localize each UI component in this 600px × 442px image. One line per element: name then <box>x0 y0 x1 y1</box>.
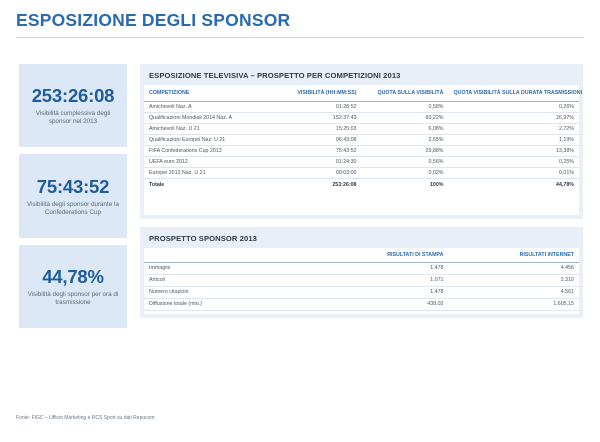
sponsor-table-wrap: RISULTATI DI STAMPA RISULTATI INTERNET I… <box>144 248 579 314</box>
title-divider <box>16 37 584 38</box>
table-cell: 4.456 <box>448 262 579 275</box>
table-cell: 1.605,15 <box>448 298 579 311</box>
column-header: RISULTATI DI STAMPA <box>318 248 449 263</box>
total-cell: 253:26:08 <box>274 177 362 191</box>
column-header: QUOTA VISIBILITÀ SULLA DURATA TRASMISSIO… <box>448 85 582 102</box>
table-header-row: RISULTATI DI STAMPA RISULTATI INTERNET <box>144 248 579 263</box>
kpi-value: 253:26:08 <box>31 85 115 106</box>
column-header <box>144 248 318 263</box>
table-cell: 15:25:03 <box>274 123 362 135</box>
table-cell: 1.478 <box>318 286 449 299</box>
tv-exposure-panel: ESPOSIZIONE TELEVISIVA – PROSPETTO PER C… <box>140 64 583 219</box>
tv-exposure-table: COMPETIZIONE VISIBILITÀ (HH:MM:SS) QUOTA… <box>144 85 582 191</box>
table-cell: 29,88% <box>361 145 449 157</box>
table-cell: 4.561 <box>448 286 579 299</box>
kpi-value: 44,78% <box>42 266 104 287</box>
sponsor-table: RISULTATI DI STAMPA RISULTATI INTERNET I… <box>144 248 579 311</box>
table-cell: 60,22% <box>361 112 449 124</box>
panel-title: PROSPETTO SPONSOR 2013 <box>149 234 257 243</box>
table-cell: 00:03:00 <box>274 167 362 179</box>
table-cell: Immagini <box>144 262 318 275</box>
table-row: Numero citazioni 1.478 4.561 <box>144 286 579 299</box>
page-title: ESPOSIZIONE DEGLI SPONSOR <box>16 10 291 30</box>
table-cell: Qualificazioni Europei Naz. U 21 <box>144 134 275 146</box>
column-header: COMPETIZIONE <box>144 85 275 102</box>
kpi-column: 253:26:08 Visibilità complessiva degli s… <box>19 64 127 335</box>
table-cell: Articoli <box>144 274 318 287</box>
tv-exposure-table-wrap: COMPETIZIONE VISIBILITÀ (HH:MM:SS) QUOTA… <box>144 85 582 215</box>
table-total-row: Totale 253:26:08 100% 44,78% <box>144 177 579 191</box>
table-cell: 75:43:52 <box>274 145 362 157</box>
table-row: FIFA Confederations Cup 2013 75:43:52 29,8… <box>144 145 579 157</box>
table-cell: Numero citazioni <box>144 286 318 299</box>
table-cell: 06:43:08 <box>274 134 362 146</box>
table-cell: 0,58% <box>361 101 449 113</box>
table-cell: 0,26% <box>448 101 579 113</box>
panel-title: ESPOSIZIONE TELEVISIVA – PROSPETTO PER C… <box>149 71 401 80</box>
kpi-card-confed-cup: 75:43:52 Visibilità degli sponsor durant… <box>19 154 127 238</box>
table-cell: 13,38% <box>448 145 579 157</box>
table-cell: 1.478 <box>318 262 449 275</box>
table-header-row: COMPETIZIONE VISIBILITÀ (HH:MM:SS) QUOTA… <box>144 85 582 102</box>
sponsor-panel: PROSPETTO SPONSOR 2013 RISULTATI DI STAM… <box>140 227 583 318</box>
table-cell: 438,02 <box>318 298 449 311</box>
table-row: Amichevoli Naz. A 01:28:52 0,58% 0,26% <box>144 101 579 113</box>
table-cell: 01:28:52 <box>274 101 362 113</box>
table-cell: FIFA Confederations Cup 2013 <box>144 145 275 157</box>
table-cell: Amichevoli Naz. A <box>144 101 275 113</box>
kpi-value: 75:43:52 <box>36 175 110 197</box>
table-row: Articoli 1.071 2.310 <box>144 274 579 287</box>
kpi-description: Visibilità degli sponsor per ora di tras… <box>27 291 119 306</box>
kpi-description: Visibilità complessiva degli sponsor nel… <box>35 110 111 125</box>
source-note: Fonte: FIGC – Ufficio Marketing e RCS Sp… <box>16 415 155 421</box>
table-cell: Diffusione totale (mio.) <box>144 298 318 311</box>
table-cell: 2.310 <box>448 274 579 287</box>
table-cell: 01:24:30 <box>274 156 362 168</box>
table-row: Qualificazioni Mondiali 2014 Naz. A 152:3… <box>144 112 579 124</box>
table-row: Amichevoli Naz. U 21 15:25:03 6,08% 2,72% <box>144 123 579 135</box>
table-row: Immagini 1.478 4.456 <box>144 262 579 275</box>
table-cell: Amichevoli Naz. U 21 <box>144 123 275 135</box>
table-cell: 1,19% <box>448 134 579 146</box>
table-cell: UEFA euro 2012 <box>144 156 275 168</box>
table-cell: 0,25% <box>448 156 579 168</box>
table-row: Qualificazioni Europei Naz. U 21 06:43:08… <box>144 134 579 146</box>
table-cell: Qualificazioni Mondiali 2014 Naz. A <box>144 112 275 124</box>
table-row: Diffusione totale (mio.) 438,02 1.605,15 <box>144 298 579 311</box>
total-cell: 44,78% <box>448 177 579 191</box>
table-cell: 6,08% <box>361 123 449 135</box>
table-cell: 26,97% <box>448 112 579 124</box>
table-cell: 0,02% <box>361 167 449 179</box>
table-cell: Europei 2013 Naz. U 21 <box>144 167 275 179</box>
kpi-card-total-visibility: 253:26:08 Visibilità complessiva degli s… <box>19 64 127 147</box>
total-cell: 100% <box>361 177 449 191</box>
table-cell: 1.071 <box>318 274 449 287</box>
table-cell: 0,01% <box>448 167 579 179</box>
column-header: VISIBILITÀ (HH:MM:SS) <box>274 85 362 102</box>
table-cell: 152:37:43 <box>274 112 362 124</box>
table-cell: 2,65% <box>361 134 449 146</box>
column-header: QUOTA SULLA VISIBILITÀ <box>361 85 449 102</box>
table-row: UEFA euro 2012 01:24:30 0,56% 0,25% <box>144 156 579 168</box>
kpi-description: Visibilità degli sponsor durante la Conf… <box>27 200 119 216</box>
table-cell: 0,56% <box>361 156 449 168</box>
table-row: Europei 2013 Naz. U 21 00:03:00 0,02% 0,01% <box>144 167 579 179</box>
total-cell: Totale <box>144 177 275 191</box>
column-header: RISULTATI INTERNET <box>448 248 579 263</box>
table-cell: 2,72% <box>448 123 579 135</box>
kpi-card-visibility-per-hour: 44,78% Visibilità degli sponsor per ora … <box>19 245 127 328</box>
